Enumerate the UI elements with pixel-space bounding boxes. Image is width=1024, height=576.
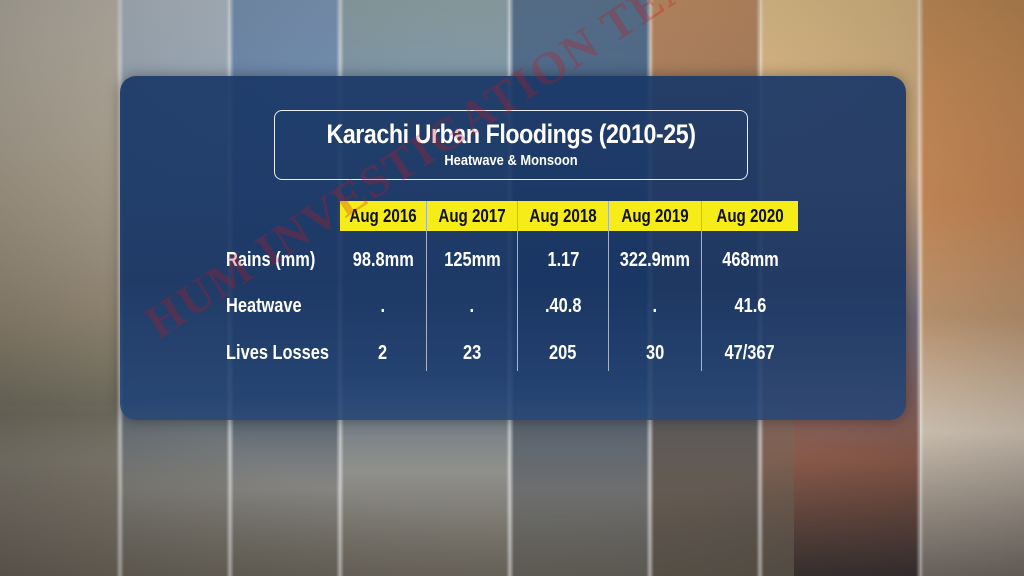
table-cell: 23 (462, 342, 482, 364)
table-cell: 2 (378, 342, 388, 364)
column-divider (701, 201, 702, 371)
table-cell: 41.6 (734, 295, 766, 317)
table-cell: 125mm (443, 249, 501, 271)
info-panel: Karachi Urban Floodings (2010-25) Heatwa… (120, 76, 906, 420)
table-cell: 98.8mm (352, 249, 414, 271)
column-header: Aug 2017 (427, 201, 517, 231)
row-label-lives-losses: Lives Losses (226, 342, 330, 364)
panel-subtitle: Heatwave & Monsoon (444, 152, 578, 169)
title-box: Karachi Urban Floodings (2010-25) Heatwa… (274, 110, 748, 180)
flood-water (0, 406, 794, 576)
column-divider (426, 201, 427, 371)
row-label-rains: Rains (mm) (226, 249, 316, 271)
column-header: Aug 2020 (702, 201, 798, 231)
table-cell: . (652, 295, 658, 317)
table-cell: 1.17 (547, 249, 579, 271)
row-label-heatwave: Heatwave (226, 295, 302, 317)
strip-divider (916, 0, 924, 576)
column-divider (517, 201, 518, 371)
panel-title: Karachi Urban Floodings (2010-25) (326, 119, 696, 149)
column-header: Aug 2018 (518, 201, 608, 231)
table-cell: . (469, 295, 475, 317)
table-cell: 47/367 (724, 342, 776, 364)
table-cell: 468mm (721, 249, 779, 271)
table-cell: . (380, 295, 386, 317)
column-header: Aug 2019 (609, 201, 701, 231)
table-cell: 322.9mm (619, 249, 691, 271)
table-cell: .40.8 (544, 295, 582, 317)
column-header: Aug 2016 (340, 201, 426, 231)
man-cooling-off-photo (920, 0, 1024, 576)
column-divider (608, 201, 609, 371)
table-cell: 205 (549, 342, 577, 364)
table-cell: 30 (645, 342, 665, 364)
